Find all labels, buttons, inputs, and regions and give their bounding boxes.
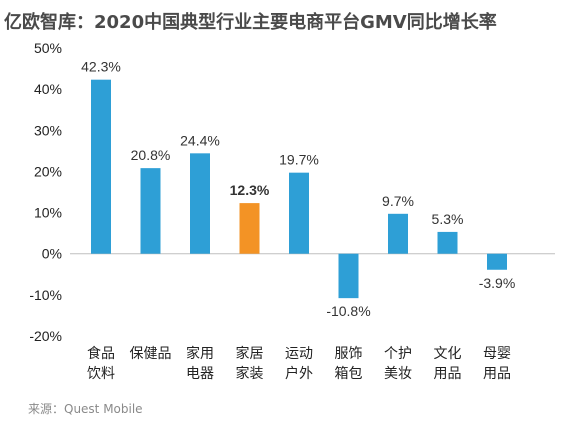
data-label: 24.4% xyxy=(180,132,220,148)
data-label: 5.3% xyxy=(432,211,464,227)
data-label: 20.8% xyxy=(131,147,171,163)
bar xyxy=(190,153,210,254)
y-tick-label: 0% xyxy=(42,246,62,262)
data-label: -3.9% xyxy=(479,275,516,291)
data-label: 12.3% xyxy=(230,182,270,198)
y-tick-label: 40% xyxy=(34,81,62,97)
x-category-label: 个护 xyxy=(384,346,412,362)
x-category-label: 美妆 xyxy=(384,366,412,382)
data-label: 42.3% xyxy=(81,59,121,75)
y-tick-label: -20% xyxy=(29,328,62,344)
x-category-label: 电器 xyxy=(186,366,214,382)
y-axis-ticks: -20% -10% 0% 10% 20% 30% 40% 50% xyxy=(29,40,62,344)
x-category-label: 家装 xyxy=(236,365,264,382)
y-tick-label: -10% xyxy=(29,287,62,303)
y-tick-label: 30% xyxy=(34,122,62,138)
data-labels: 42.3% 20.8% 24.4% 12.3% 19.7% -10.8% 9.7% 5.3% -… xyxy=(81,59,515,319)
data-label: -10.8% xyxy=(326,303,370,319)
chart-title: 亿欧智库：2020中国典型行业主要电商平台GMV同比增长率 xyxy=(4,12,497,33)
y-tick-label: 10% xyxy=(34,205,62,221)
x-category-label: 用品 xyxy=(434,366,462,382)
x-category-label: 运动 xyxy=(285,346,313,362)
bar xyxy=(140,168,161,254)
x-category-label: 文化 xyxy=(434,346,462,362)
x-category-label: 家用 xyxy=(186,345,214,362)
x-category-label: 服饰 xyxy=(335,346,363,362)
y-tick-label: 20% xyxy=(34,163,62,179)
data-label: 9.7% xyxy=(382,193,414,209)
data-label: 19.7% xyxy=(279,152,319,168)
bar xyxy=(239,203,260,254)
x-category-label: 保健品 xyxy=(130,346,172,362)
bar xyxy=(388,213,408,254)
x-category-label: 母婴 xyxy=(483,346,511,362)
x-category-label: 食品 xyxy=(87,345,115,362)
bar xyxy=(289,172,309,254)
bar xyxy=(338,253,359,299)
x-category-label: 箱包 xyxy=(335,366,363,382)
x-category-label: 饮料 xyxy=(87,366,115,382)
x-category-label: 用品 xyxy=(483,366,511,382)
bar xyxy=(91,79,111,254)
source-note: 来源：Quest Mobile xyxy=(28,402,143,416)
bar xyxy=(437,231,458,254)
y-tick-label: 50% xyxy=(34,40,62,56)
x-category-label: 户外 xyxy=(285,365,313,382)
bars xyxy=(91,79,507,299)
bar xyxy=(487,253,507,270)
x-category-label: 家居 xyxy=(236,345,264,362)
